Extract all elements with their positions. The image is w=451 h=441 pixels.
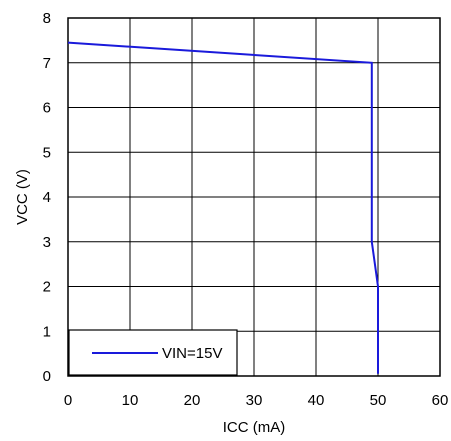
x-tick-labels: 0 10 20 30 40 50 60	[64, 392, 449, 409]
y-tick-label: 0	[43, 368, 51, 385]
y-tick-label: 4	[43, 189, 51, 206]
y-tick-label: 6	[43, 100, 51, 117]
series-line	[67, 41, 379, 374]
y-axis-label: VCC (V)	[14, 169, 31, 225]
legend-label: VIN=15V	[162, 345, 222, 362]
y-tick-labels: 0 1 2 3 4 5 6 7 8	[43, 10, 51, 385]
x-tick-label: 60	[432, 392, 449, 409]
y-tick-label: 5	[43, 144, 51, 161]
x-tick-label: 0	[64, 392, 72, 409]
y-tick-label: 1	[43, 323, 51, 340]
series-layer	[67, 41, 379, 374]
x-tick-label: 40	[308, 392, 325, 409]
x-tick-label: 50	[370, 392, 387, 409]
x-tick-label: 10	[122, 392, 139, 409]
legend: VIN=15V	[68, 329, 238, 376]
grid-lines	[68, 18, 440, 376]
y-tick-label: 7	[43, 55, 51, 72]
y-tick-label: 2	[43, 279, 51, 296]
x-tick-label: 20	[184, 392, 201, 409]
plot-area-border	[67, 17, 441, 377]
x-axis-label: ICC (mA)	[223, 419, 286, 436]
y-tick-label: 8	[43, 10, 51, 27]
x-tick-label: 30	[246, 392, 263, 409]
y-tick-label: 3	[43, 234, 51, 251]
